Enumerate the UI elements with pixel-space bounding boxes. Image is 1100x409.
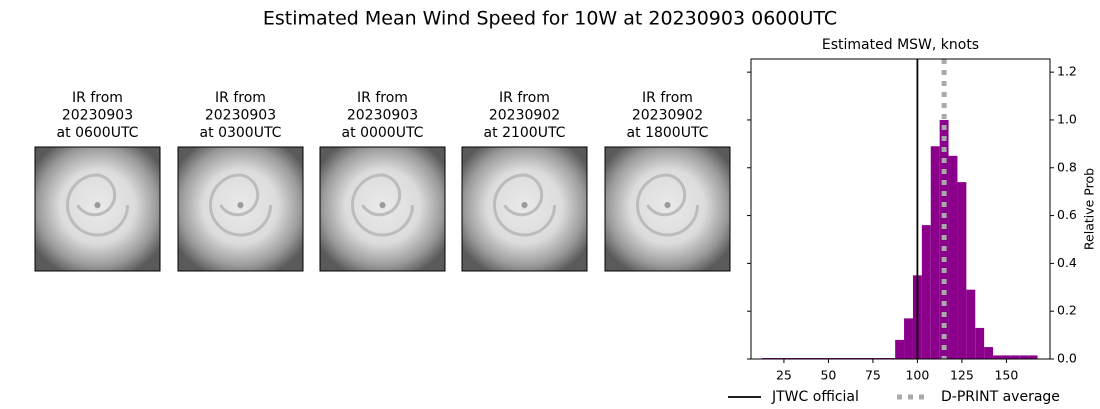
storm-eye [521,202,528,208]
panel-caption: 20230902 [632,108,703,124]
panel-caption: at 0300UTC [200,125,282,141]
bar [930,146,940,359]
storm-eye [664,202,671,208]
storm-swirl [209,173,272,237]
satellite-image [461,146,588,272]
panel-caption: 20230903 [205,108,276,124]
panel-caption: IR from [357,90,408,106]
x-tick-label: 150 [994,368,1018,383]
y-tick-label: 1.0 [1057,111,1077,126]
bar [975,327,985,359]
storm-eye [94,202,101,208]
panel-caption: IR from [642,90,693,106]
bar [948,155,958,359]
bar [993,355,1002,359]
y-tick-label: 0.6 [1057,207,1077,222]
panel-caption: at 0000UTC [342,125,424,141]
panel-caption: at 1800UTC [627,125,709,141]
y-tick-label: 0.8 [1057,159,1077,174]
bar [1010,355,1020,359]
y-tick-label: 0.2 [1057,303,1077,318]
bar [966,289,976,359]
x-tick-label: 75 [865,368,881,383]
storm-eye [237,202,244,208]
storm-swirl [636,173,699,237]
panel-caption: 20230903 [347,108,418,124]
satellite-image [34,146,161,272]
bar [895,339,905,359]
figure-title: Estimated Mean Wind Speed for 10W at 202… [263,8,837,30]
storm-swirl [66,173,129,237]
satellite-image [177,146,304,272]
legend-label: D-PRINT average [941,389,1060,405]
satellite-image [604,146,731,272]
panel-caption: 20230902 [489,108,560,124]
bar [1001,355,1011,359]
y-tick-label: 0.0 [1057,351,1077,366]
bar [1028,355,1038,359]
y-tick-label: 1.2 [1057,64,1077,79]
satellite-image [319,146,446,272]
x-tick-label: 50 [820,368,836,383]
bar [1019,355,1029,359]
panel-caption: 20230903 [62,108,133,124]
x-tick-label: 100 [905,368,929,383]
panel-caption: IR from [215,90,266,106]
panel-caption: IR from [72,90,123,106]
bar [921,225,931,359]
x-tick-label: 25 [776,368,792,383]
panel-caption: at 0600UTC [57,125,139,141]
bar [984,347,994,359]
legend-label: JTWC official [771,389,859,405]
chart-title: Estimated MSW, knots [822,37,979,53]
x-tick-label: 125 [950,368,974,383]
bar [957,182,967,359]
y-tick-label: 0.4 [1057,255,1077,270]
storm-swirl [351,173,414,237]
bar [904,318,913,359]
plot-frame [750,58,1051,360]
panel-caption: IR from [499,90,550,106]
panel-caption: at 2100UTC [484,125,566,141]
storm-swirl [493,173,556,237]
storm-eye [379,202,386,208]
y-axis-label: Relative Prob [1082,168,1097,250]
